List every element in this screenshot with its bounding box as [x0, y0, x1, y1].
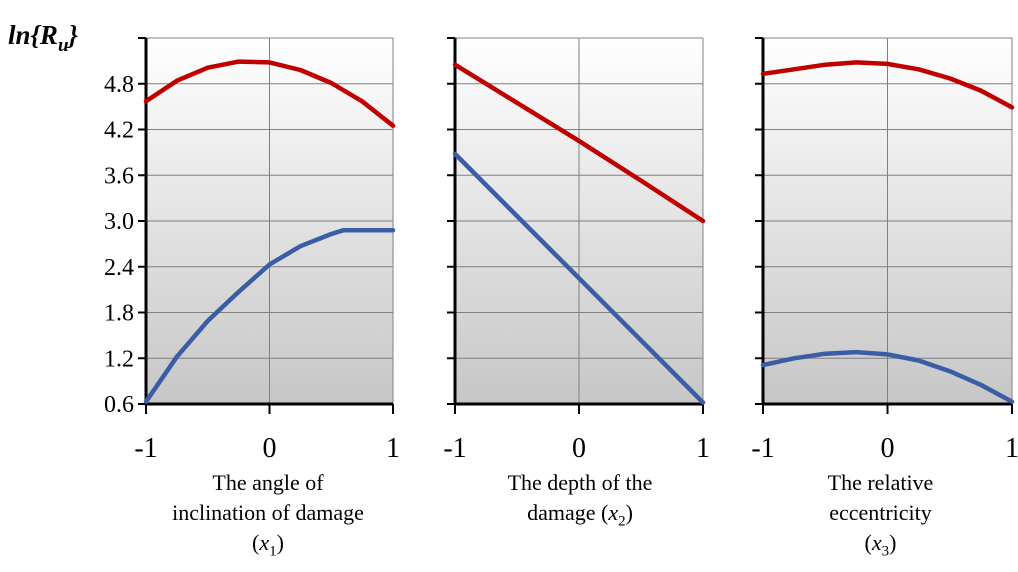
- x-tick-label: -1: [751, 433, 774, 464]
- x-axis-title-2: The depth of the damage (x2): [455, 468, 705, 536]
- blue-series-line: [760, 349, 1015, 404]
- red-series-line: [143, 59, 396, 128]
- y-tick-label: 3.6: [104, 163, 134, 189]
- x-axis-title-3-var: (x3): [864, 530, 897, 560]
- y-tick-label: 1.2: [104, 346, 134, 372]
- x-tick-label: -1: [443, 433, 466, 464]
- x-tick-label: 1: [386, 433, 400, 464]
- y-tick-label: 2.4: [104, 255, 134, 281]
- x-axis-title-1: The angle of inclination of damage (x1): [143, 468, 393, 566]
- blue-series-line: [143, 227, 396, 404]
- x-axis-title-1-line-2: inclination of damage: [172, 500, 364, 525]
- x-axis-title-2-line-1: The depth of the: [507, 470, 653, 495]
- panel-2: -1 0 1: [443, 37, 710, 464]
- x-axis-title-3-line-1: The relative: [827, 470, 934, 495]
- x-axis-title-3-line-2: eccentricity: [829, 500, 932, 525]
- x-axis-title-1-var: (x1): [252, 530, 284, 560]
- chart-panels: 0.6 1.2 1.8 2.4 3.0 3.6 4.2 4.8 -1 0 1 -1 0 1 -1 0 1: [104, 37, 1018, 464]
- blue-series-line: [452, 151, 706, 405]
- y-tick-label: 1.8: [104, 301, 134, 327]
- x-tick-label: 1: [696, 433, 710, 464]
- x-tick-label: 0: [881, 433, 895, 464]
- y-axis-label: ln{Ru}: [8, 20, 79, 56]
- x-tick-label: 1: [1005, 433, 1018, 464]
- y-tick-label: 4.8: [104, 72, 134, 98]
- x-tick-label: -1: [134, 433, 157, 464]
- y-tick-label: 3.0: [104, 209, 134, 235]
- red-series-line: [452, 62, 706, 224]
- x-tick-label: 0: [572, 433, 586, 464]
- x-tick-label: 0: [263, 433, 277, 464]
- y-tick-label: 4.2: [104, 118, 134, 144]
- panel-1: 0.6 1.2 1.8 2.4 3.0 3.6 4.2 4.8 -1 0 1: [104, 37, 400, 464]
- x-axis-title-2-line-2: damage (x2): [527, 500, 633, 530]
- red-series-line: [760, 60, 1015, 110]
- panel-3: -1 0 1: [751, 37, 1018, 464]
- x-axis-title-1-line-1: The angle of: [212, 470, 324, 495]
- y-tick-label: 0.6: [104, 392, 134, 418]
- x-axis-title-3: The relative eccentricity (x3): [758, 468, 1003, 566]
